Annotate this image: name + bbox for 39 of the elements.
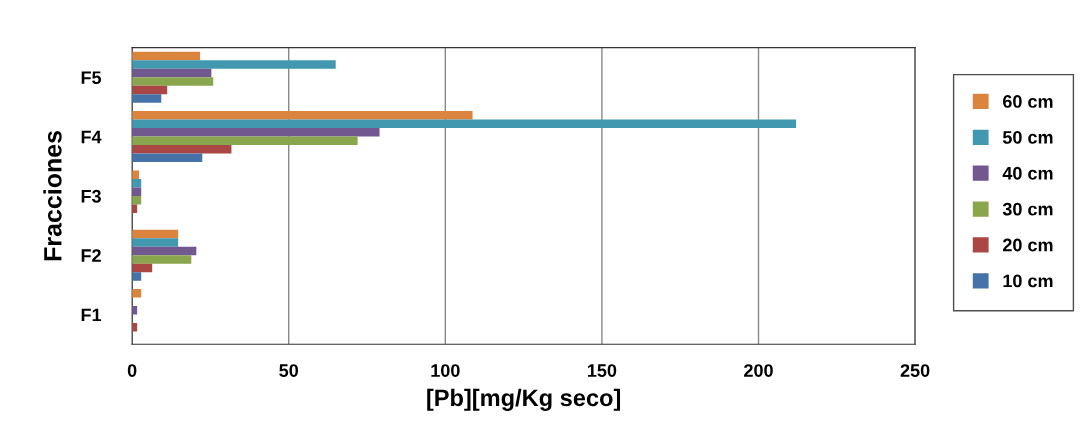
bar bbox=[132, 136, 358, 146]
x-tick-label: 50 bbox=[279, 364, 299, 377]
bar bbox=[132, 255, 192, 264]
bar bbox=[132, 60, 336, 69]
legend-label: 50 cm bbox=[1002, 130, 1053, 144]
y-tick-label: F4 bbox=[81, 130, 102, 144]
bar bbox=[132, 187, 142, 196]
legend-label: 10 cm bbox=[1003, 274, 1053, 288]
x-tick-label: 150 bbox=[587, 364, 617, 377]
x-tick-label: 100 bbox=[431, 364, 460, 377]
y-tick-label: F1 bbox=[81, 308, 102, 322]
bar bbox=[132, 246, 197, 256]
legend-label: 40 cm bbox=[1002, 166, 1053, 180]
bar bbox=[132, 145, 232, 154]
bar bbox=[132, 119, 797, 129]
y-tick-label: F5 bbox=[81, 71, 102, 85]
bar bbox=[132, 111, 473, 120]
x-tick-label: 200 bbox=[744, 364, 773, 377]
bar bbox=[132, 128, 380, 137]
bar bbox=[132, 272, 142, 281]
y-tick-label: F2 bbox=[81, 249, 101, 262]
legend-label: 60 cm bbox=[1003, 95, 1053, 108]
bar bbox=[132, 68, 212, 78]
bar bbox=[132, 153, 203, 163]
x-axis-title: [Pb][mg/Kg seco] bbox=[427, 388, 621, 411]
bar bbox=[132, 51, 201, 61]
x-tick-label: 0 bbox=[127, 364, 137, 377]
bar bbox=[132, 229, 179, 239]
y-axis-title: Fracciones bbox=[43, 130, 62, 261]
legend-label: 20 cm bbox=[1002, 238, 1053, 252]
x-tick-label: 250 bbox=[900, 364, 930, 377]
bar bbox=[132, 289, 142, 298]
bar bbox=[132, 77, 214, 86]
bar bbox=[132, 238, 179, 247]
bar bbox=[132, 94, 162, 103]
legend-label: 30 cm bbox=[1002, 202, 1053, 216]
y-tick-label: F3 bbox=[81, 189, 101, 203]
bar bbox=[132, 85, 168, 95]
bar bbox=[132, 170, 140, 179]
